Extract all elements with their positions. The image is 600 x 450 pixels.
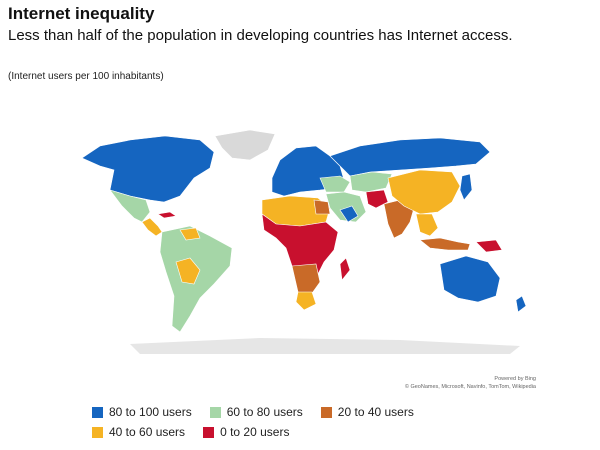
region-caribbean xyxy=(157,211,177,219)
region-greenland xyxy=(214,129,276,161)
region-venezuela xyxy=(179,227,201,241)
legend-label: 80 to 100 users xyxy=(109,405,192,419)
region-australia xyxy=(439,255,501,303)
legend-item: 40 to 60 users xyxy=(92,425,185,439)
legend-swatch xyxy=(320,406,332,418)
region-bolivia xyxy=(175,257,201,285)
region-madagascar xyxy=(339,257,351,281)
legend-label: 20 to 40 users xyxy=(337,405,414,419)
legend-item: 0 to 20 users xyxy=(203,425,289,439)
region-north-america xyxy=(81,135,215,203)
region-central-asia xyxy=(349,171,393,193)
region-japan xyxy=(459,173,473,201)
map-legend: 80 to 100 users 60 to 80 users 20 to 40 … xyxy=(92,402,572,442)
region-south-africa xyxy=(295,291,317,311)
region-indonesia xyxy=(419,237,471,251)
legend-swatch xyxy=(203,426,215,438)
region-egypt xyxy=(313,199,331,215)
region-new-zealand xyxy=(515,295,527,313)
region-afghanistan xyxy=(365,189,389,209)
attribution-sources: © GeoNames, Microsoft, Navinfo, TomTom, … xyxy=(404,384,536,390)
region-gulf xyxy=(339,205,359,223)
legend-label: 0 to 20 users xyxy=(220,425,290,439)
legend-swatch xyxy=(92,426,103,438)
region-southern-africa xyxy=(291,263,321,297)
region-russia xyxy=(329,137,491,177)
legend-swatch xyxy=(92,406,103,418)
units-note: (Internet users per 100 inhabitants) xyxy=(8,71,164,82)
legend-row: 40 to 60 users 0 to 20 users xyxy=(92,422,572,442)
region-antarctica xyxy=(130,338,520,354)
region-papua xyxy=(475,239,503,253)
legend-item: 80 to 100 users xyxy=(92,405,192,419)
legend-label: 40 to 60 users xyxy=(109,425,186,439)
map-subtitle: Less than half of the population in deve… xyxy=(8,27,513,44)
world-map xyxy=(81,129,527,354)
legend-swatch xyxy=(209,406,221,418)
region-eastern-europe xyxy=(319,175,351,193)
region-china xyxy=(387,169,461,215)
legend-row: 80 to 100 users 60 to 80 users 20 to 40 … xyxy=(92,402,572,422)
attribution-powered: Powered by Bing xyxy=(494,376,536,382)
legend-item: 20 to 40 users xyxy=(320,405,414,419)
region-mexico xyxy=(109,189,151,223)
region-southeast-asia xyxy=(415,213,439,237)
region-sub-saharan-africa xyxy=(261,213,339,279)
legend-label: 60 to 80 users xyxy=(226,405,303,419)
legend-item: 60 to 80 users xyxy=(209,405,303,419)
map-title: Internet inequality xyxy=(8,4,155,23)
region-central-america xyxy=(141,217,163,237)
